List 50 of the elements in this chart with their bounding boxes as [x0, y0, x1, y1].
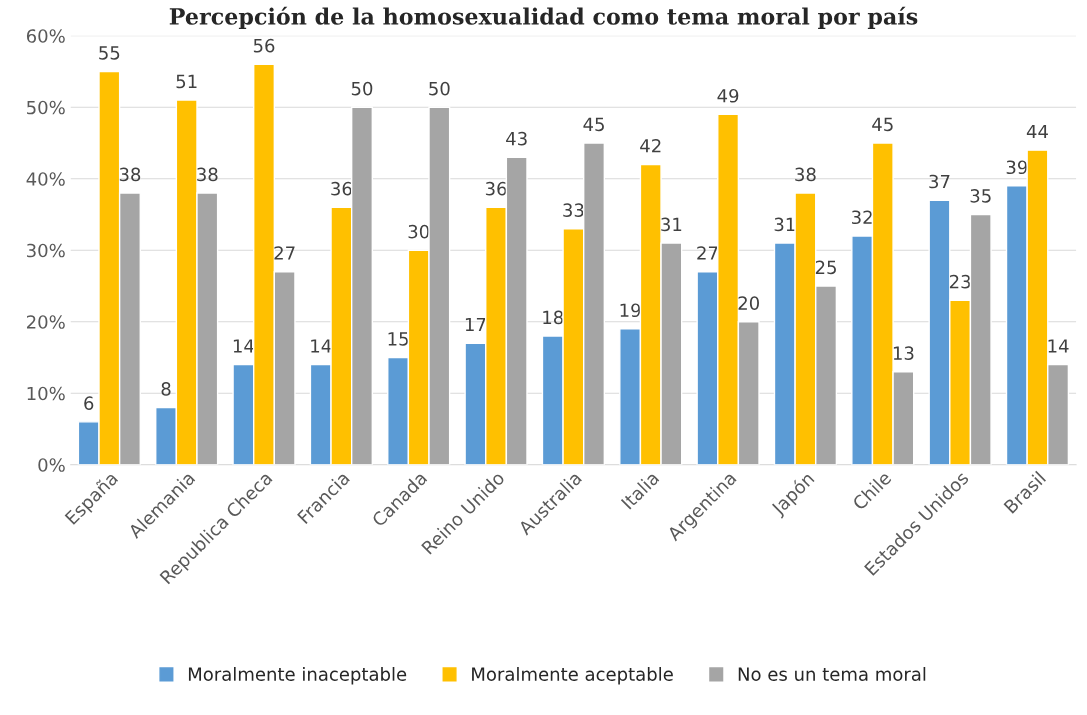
- y-tick-label: 40%: [26, 172, 65, 186]
- data-label: 51: [176, 74, 197, 89]
- y-tick-label: 10%: [27, 386, 65, 401]
- data-label: 19: [620, 303, 641, 318]
- data-label: 14: [1048, 339, 1069, 353]
- data-label: 37: [929, 174, 950, 189]
- y-tick-label: 30%: [27, 243, 65, 258]
- data-label: 43: [506, 131, 527, 146]
- data-label: 8: [161, 382, 171, 396]
- data-label: 14: [311, 339, 332, 353]
- data-label: 31: [774, 217, 795, 232]
- data-label: 39: [1006, 160, 1028, 175]
- data-label: 31: [661, 217, 682, 232]
- data-label: 30: [408, 224, 429, 239]
- data-label: 17: [465, 317, 486, 332]
- data-label: 33: [563, 203, 584, 217]
- chart-title: Percepción de la homosexualidad como tema moral por país: [169, 6, 918, 30]
- data-label: 45: [583, 117, 604, 132]
- data-label: 36: [485, 181, 507, 196]
- data-label: 13: [893, 346, 914, 360]
- data-label: 6: [84, 396, 94, 411]
- data-label: 50: [351, 81, 373, 96]
- data-label: 38: [119, 167, 141, 182]
- data-label: 44: [1026, 124, 1048, 139]
- data-label: 27: [697, 246, 718, 260]
- data-label: 38: [795, 167, 816, 182]
- data-label: 55: [99, 46, 120, 60]
- legend-label: No es un tema moral: [738, 666, 926, 681]
- y-tick-label: 20%: [26, 315, 65, 329]
- data-label: 42: [640, 138, 661, 153]
- data-label: 23: [949, 274, 971, 289]
- y-tick-label: 60%: [26, 29, 65, 43]
- data-label: 35: [970, 189, 991, 203]
- data-label: 27: [274, 246, 295, 260]
- data-label: 32: [852, 210, 872, 225]
- data-label: 20: [738, 296, 759, 310]
- data-label: 56: [253, 38, 275, 53]
- data-label: 18: [543, 310, 564, 325]
- data-label: 14: [233, 339, 254, 353]
- data-label: 15: [388, 332, 408, 346]
- legend-label: Moralmente aceptable: [472, 666, 673, 685]
- data-label: 36: [331, 181, 352, 196]
- data-label: 45: [872, 117, 893, 132]
- y-tick-label: 0%: [38, 458, 65, 472]
- data-label: 50: [429, 81, 450, 96]
- legend-label: Moralmente inaceptable: [188, 666, 407, 685]
- data-label: 25: [815, 260, 836, 275]
- data-label: 38: [197, 167, 218, 182]
- data-label: 49: [717, 88, 739, 103]
- y-tick-label: 50%: [27, 100, 65, 115]
